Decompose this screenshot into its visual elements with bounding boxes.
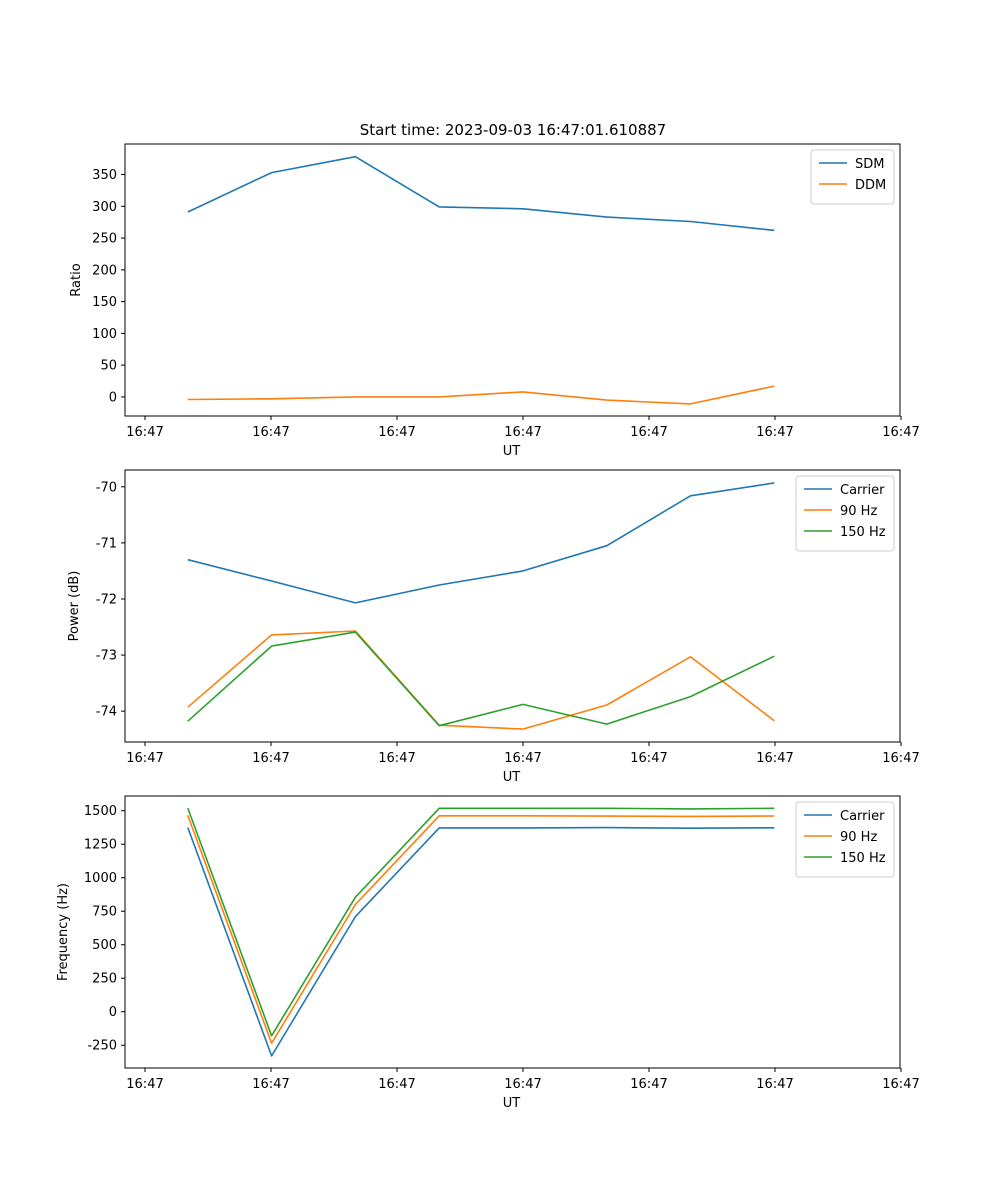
y-tick-label: 1000 <box>84 871 117 886</box>
y-axis-label: Frequency (Hz) <box>56 883 71 981</box>
legend-entry-label: 150 Hz <box>840 525 886 540</box>
legend-entry-label: Carrier <box>840 483 885 498</box>
legend-box <box>795 801 895 878</box>
x-tick-label: 16:47 <box>378 425 415 440</box>
y-tick-label: 150 <box>92 295 117 310</box>
series-line-90-hz <box>187 814 775 1044</box>
x-tick-label: 16:47 <box>756 425 793 440</box>
y-tick-label: 0 <box>109 390 117 405</box>
legend: Carrier 90 Hz 150 Hz <box>795 475 895 552</box>
legend-entry-label: 90 Hz <box>840 830 877 845</box>
x-axis-label: UT <box>503 770 521 785</box>
legend: SDM DDM <box>810 149 895 205</box>
y-tick-label: 200 <box>92 263 117 278</box>
y-tick-label: 750 <box>92 905 117 920</box>
x-tick-label: 16:47 <box>630 751 667 766</box>
series-line-150-hz <box>187 631 775 727</box>
x-tick-label: 16:47 <box>882 1077 919 1092</box>
y-tick-label: -72 <box>96 592 117 607</box>
x-tick-label: 16:47 <box>504 751 541 766</box>
y-tick-label: 250 <box>92 972 117 987</box>
x-axis-label: UT <box>503 1096 521 1111</box>
axes-frame <box>124 469 901 743</box>
x-tick-label: 16:47 <box>882 751 919 766</box>
legend: Carrier 90 Hz 150 Hz <box>795 801 895 878</box>
x-tick-label: 16:47 <box>252 1077 289 1092</box>
x-tick-label: 16:47 <box>630 1077 667 1092</box>
x-tick-label: 16:47 <box>378 751 415 766</box>
series-line-sdm <box>187 155 775 232</box>
y-tick-label: 0 <box>109 1005 117 1020</box>
y-tick-label: -73 <box>96 649 117 664</box>
y-tick-label: 300 <box>92 200 117 215</box>
legend-entry-label: 90 Hz <box>840 504 877 519</box>
y-tick-label: -74 <box>96 705 117 720</box>
axes-frame <box>124 795 901 1069</box>
series-line-carrier <box>187 826 775 1057</box>
x-tick-label: 16:47 <box>378 1077 415 1092</box>
y-tick-label: 50 <box>100 359 117 374</box>
y-tick-label: 1250 <box>84 838 117 853</box>
x-tick-label: 16:47 <box>126 1077 163 1092</box>
figure-title: Start time: 2023-09-03 16:47:01.610887 <box>360 121 666 139</box>
axes-frame <box>124 143 901 417</box>
y-tick-label: 100 <box>92 327 117 342</box>
y-axis-label: Power (dB) <box>67 571 82 642</box>
x-tick-label: 16:47 <box>504 425 541 440</box>
y-tick-label: 250 <box>92 232 117 247</box>
y-tick-label: -71 <box>96 536 117 551</box>
legend-entry-label: SDM <box>855 157 884 172</box>
y-tick-label: 1500 <box>84 804 117 819</box>
x-tick-label: 16:47 <box>126 751 163 766</box>
x-tick-label: 16:47 <box>756 751 793 766</box>
x-tick-label: 16:47 <box>252 751 289 766</box>
x-tick-label: 16:47 <box>882 425 919 440</box>
chart-panel-1: 0 50 100 150 200 250 300 350 16:47 16:47 16:47 16:4… <box>69 143 920 459</box>
y-tick-label: 350 <box>92 168 117 183</box>
legend-box <box>795 475 895 552</box>
x-axis-label: UT <box>503 444 521 459</box>
y-tick-label: 500 <box>92 938 117 953</box>
y-axis-label: Ratio <box>69 263 84 296</box>
x-tick-label: 16:47 <box>126 425 163 440</box>
x-tick-label: 16:47 <box>756 1077 793 1092</box>
series-line-90-hz <box>187 630 775 730</box>
legend-entry-label: Carrier <box>840 809 885 824</box>
y-tick-label: -70 <box>96 480 117 495</box>
legend-entry-label: DDM <box>855 178 886 193</box>
series-line-ddm <box>187 385 775 405</box>
chart-panel-3: -250 0 250 500 750 1000 1250 1500 16:47 16:47 16:4… <box>56 795 920 1111</box>
x-tick-label: 16:47 <box>504 1077 541 1092</box>
y-tick-label: -250 <box>87 1039 117 1054</box>
legend-entry-label: 150 Hz <box>840 851 886 866</box>
panels-group: 0 50 100 150 200 250 300 350 16:47 16:47 16:47 16:4… <box>56 143 920 1111</box>
series-line-150-hz <box>187 807 775 1037</box>
x-tick-label: 16:47 <box>630 425 667 440</box>
x-tick-label: 16:47 <box>252 425 289 440</box>
chart-panel-2: -74 -73 -72 -71 -70 16:47 16:47 16:47 16:47 16:47… <box>67 469 920 785</box>
series-line-carrier <box>187 482 775 604</box>
